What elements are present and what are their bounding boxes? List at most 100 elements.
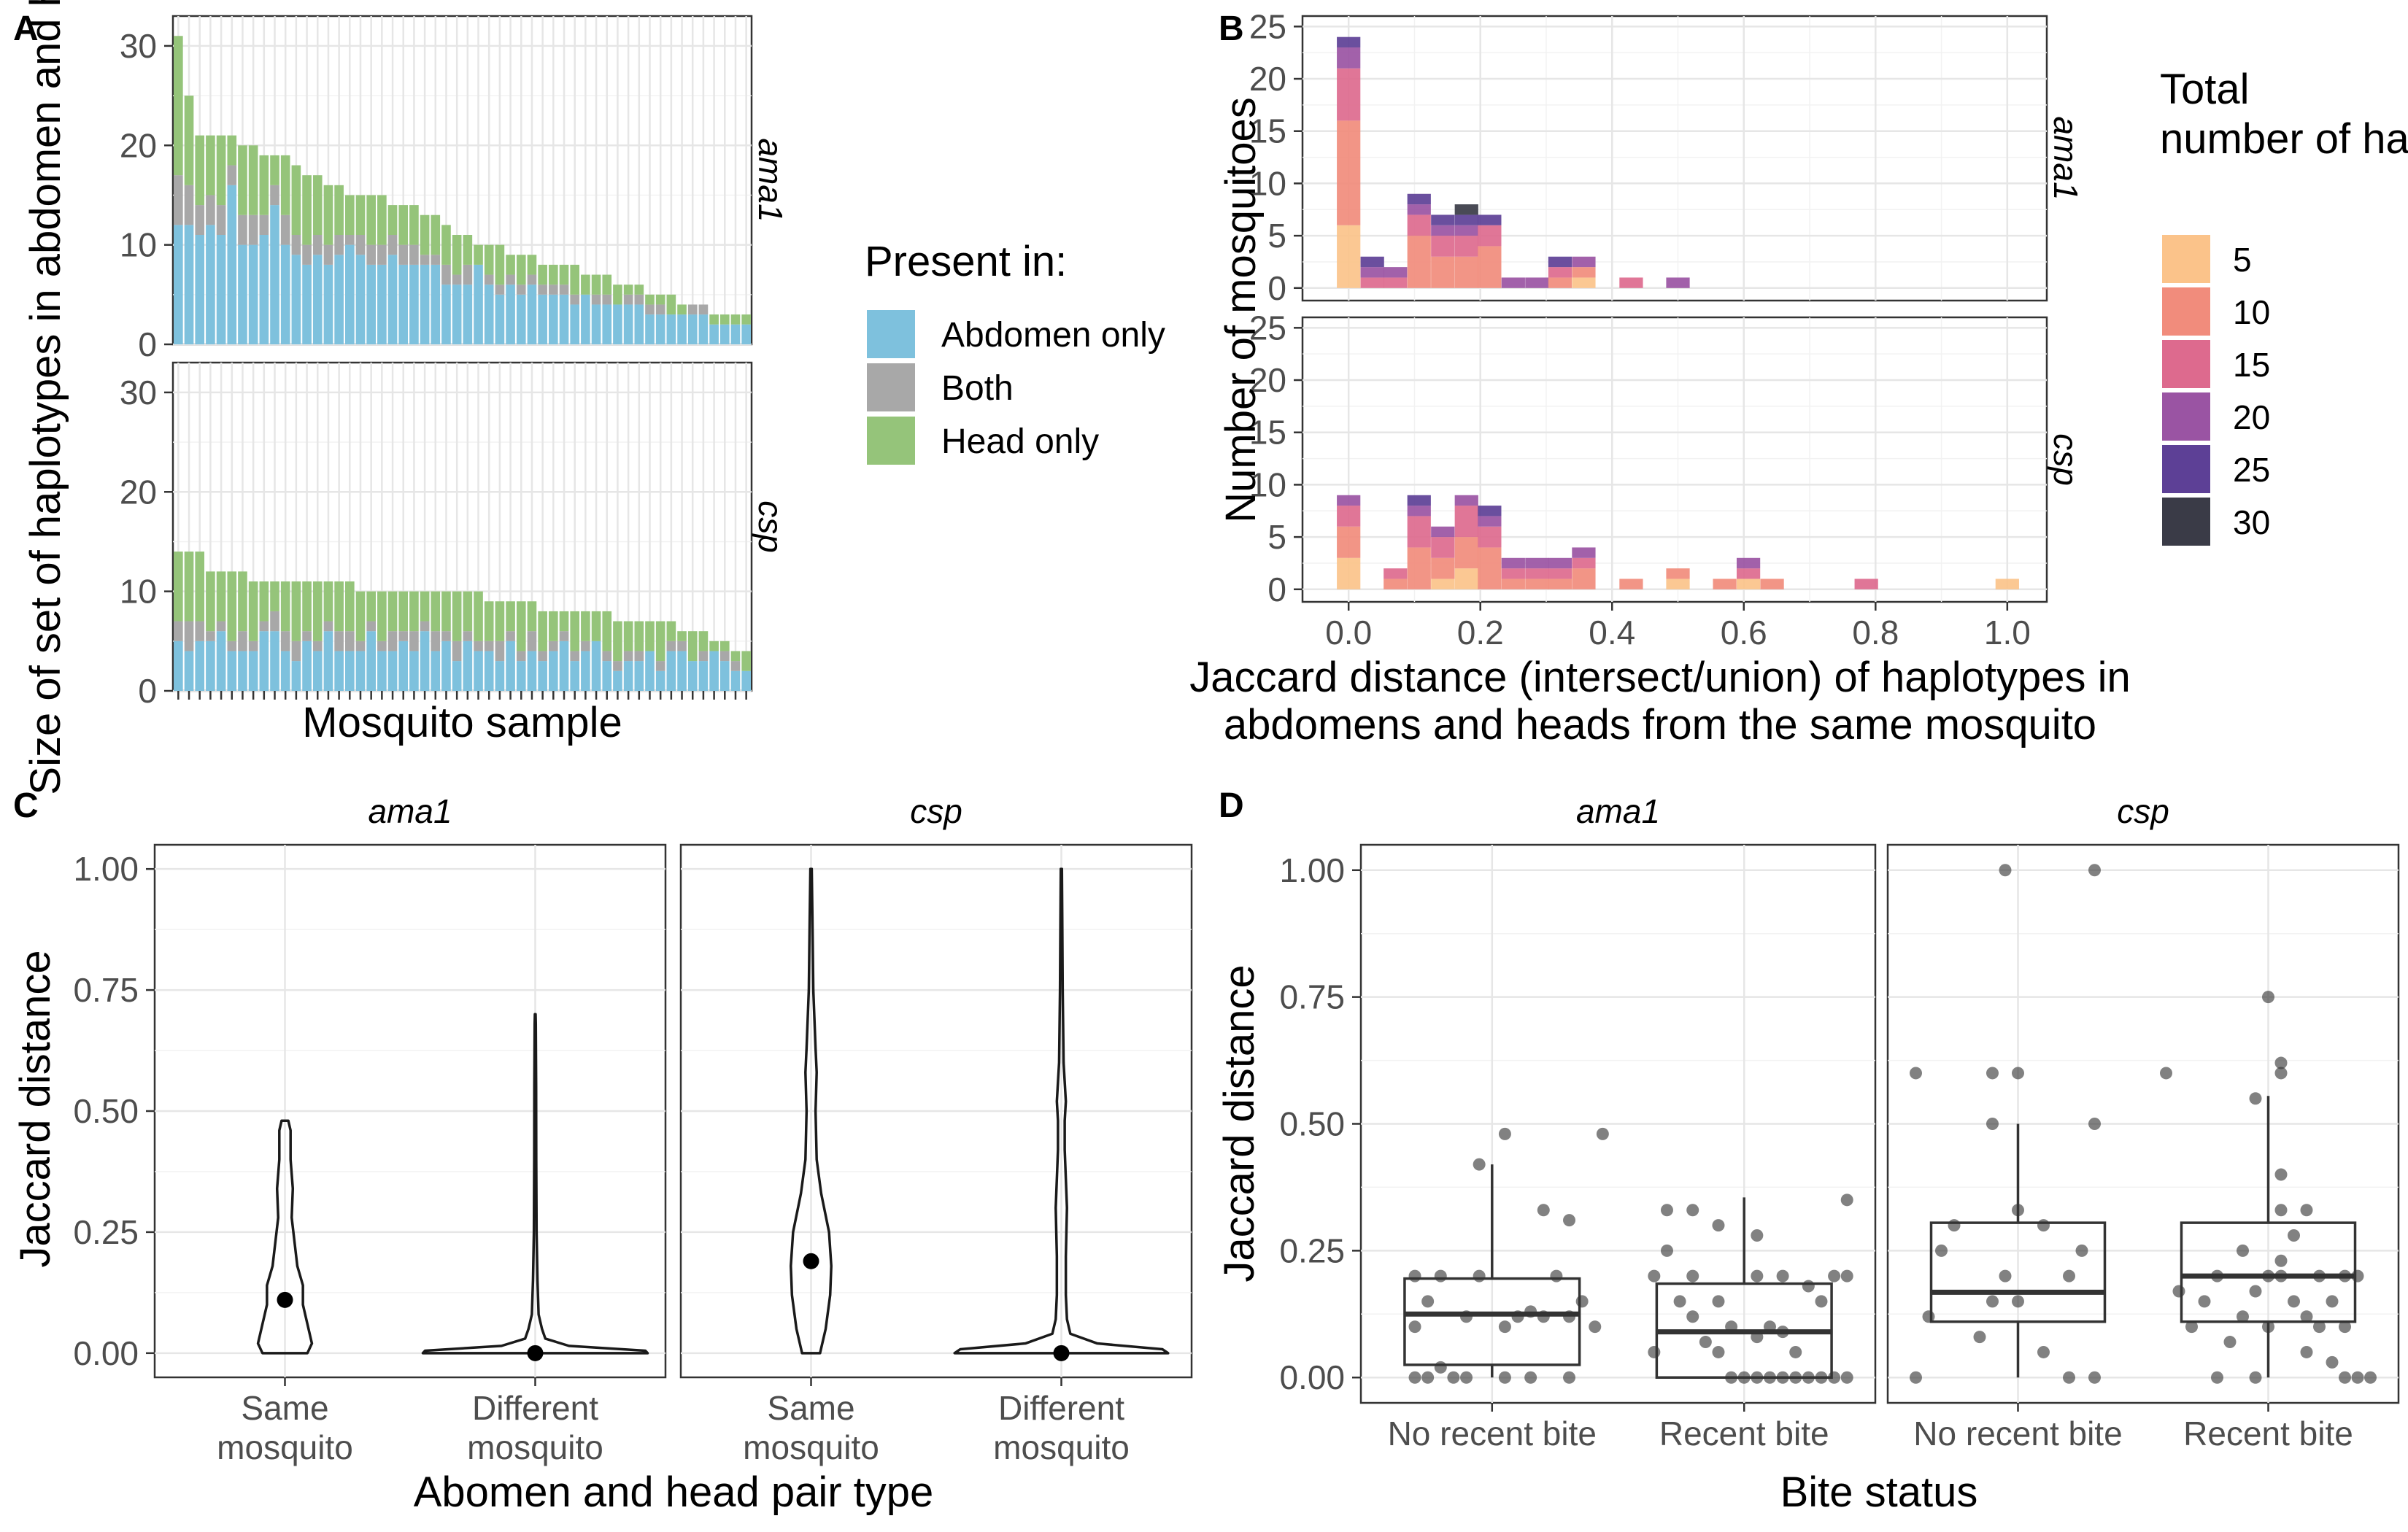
- panel-d-jitter-point: [1776, 1269, 1789, 1283]
- panel-a-bar-head-only: [377, 591, 387, 641]
- panel-b-histogram-cell: [1478, 516, 1502, 527]
- panel-d-jitter-point: [1840, 1269, 1853, 1283]
- panel-a-bar-head-only: [216, 135, 226, 206]
- panel-d-strip-label: csp: [2117, 792, 2169, 830]
- panel-c-violin: [421, 1013, 649, 1355]
- panel-b-histogram-cell: [1384, 267, 1408, 278]
- panel-a-bar-head-only: [570, 264, 580, 295]
- panel-a-bar-both: [248, 641, 258, 651]
- panel-b-legend-label: 10: [2233, 293, 2270, 331]
- panel-a-bar-both: [216, 205, 226, 235]
- panel-a-bar-abdomen-only: [184, 225, 194, 344]
- panel-a-bar-abdomen-only: [538, 294, 547, 344]
- panel-a-bar-both: [227, 641, 237, 651]
- panel-d-jitter-point: [1789, 1345, 1802, 1358]
- panel-a-bar-abdomen-only: [623, 304, 633, 344]
- panel-a-bar-abdomen-only: [377, 264, 387, 344]
- panel-d-jitter-point: [1511, 1310, 1524, 1323]
- panel-d-jitter-point: [1473, 1158, 1486, 1171]
- panel-a-legend-title: Present in:: [865, 238, 1067, 285]
- panel-a-y-tick-label: 10: [120, 226, 157, 264]
- panel-a-bar-both: [666, 641, 676, 651]
- panel-a-bar-abdomen-only: [634, 304, 644, 344]
- panel-b-histogram-cell: [1478, 225, 1502, 247]
- panel-c-violin: [953, 867, 1170, 1355]
- panel-d-jitter-point: [1498, 1320, 1511, 1334]
- panel-a-bar-head-only: [334, 185, 344, 235]
- panel-a-bar-abdomen-only: [334, 255, 344, 344]
- panel-a-y-tick-label: 10: [120, 573, 157, 611]
- panel-a-bar-both: [184, 185, 194, 225]
- panel-a-bar-both: [441, 631, 451, 641]
- panel-a-y-tick-label: 30: [120, 27, 157, 65]
- panel-b-legend-title-line: number of haplotypes: [2160, 115, 2408, 163]
- panel-a-bar-abdomen-only: [581, 294, 590, 344]
- panel-d-jitter-point: [1840, 1371, 1853, 1384]
- panel-a-bar-abdomen-only: [581, 651, 590, 691]
- panel-b-histogram-cell: [1548, 557, 1572, 569]
- panel-a-bar-head-only: [634, 621, 644, 651]
- panel-a-legend-swatch: [867, 417, 915, 465]
- panel-b-histogram-cell: [1548, 568, 1572, 579]
- panel-a-bar-head-only: [634, 285, 644, 295]
- panel-d-jitter-point: [2063, 1371, 2075, 1384]
- panel-a-bar-head-only: [366, 591, 376, 622]
- panel-b-histogram-cell: [1666, 568, 1690, 579]
- panel-a-bar-abdomen-only: [602, 304, 612, 344]
- panel-a-bar-abdomen-only: [719, 661, 730, 691]
- panel-a-bar-both: [174, 175, 183, 225]
- panel-b-x-tick-label: 0.8: [1852, 614, 1899, 651]
- panel-b-legend-label: 5: [2233, 241, 2252, 279]
- panel-b-histogram-cell: [1384, 277, 1408, 288]
- panel-a-bar-abdomen-only: [730, 670, 741, 691]
- panel-a-bar-head-only: [398, 205, 409, 245]
- panel-a-bar-head-only: [559, 611, 569, 632]
- panel-a-bar-abdomen-only: [730, 324, 741, 344]
- panel-b-strip-label: csp: [2047, 433, 2085, 486]
- panel-a-bar-abdomen-only: [216, 235, 226, 344]
- panel-a-bar-both: [334, 631, 344, 651]
- panel-a-bar-head-only: [344, 195, 355, 235]
- panel-b-histogram-cell: [1666, 277, 1690, 288]
- panel-b-x-tick-label: 0.2: [1457, 614, 1504, 651]
- panel-a-bar-both: [538, 651, 547, 662]
- panel-a-bar-abdomen-only: [216, 631, 226, 691]
- panel-d-jitter-point: [1408, 1371, 1421, 1384]
- panel-b-histogram-cell: [1736, 579, 1761, 589]
- panel-b-histogram-cell: [1572, 557, 1596, 569]
- panel-a-bar-head-only: [431, 591, 441, 632]
- panel-d-x-tick-label: No recent bite: [1388, 1415, 1597, 1452]
- panel-d-jitter-point: [1563, 1214, 1576, 1227]
- panel-c-x-tick-label: Different: [472, 1389, 598, 1427]
- panel-a-bar-abdomen-only: [302, 641, 312, 691]
- panel-b-histogram-cell: [1501, 277, 1525, 288]
- panel-a-bar-abdomen-only: [280, 651, 290, 691]
- panel-a-bar-abdomen-only: [387, 255, 398, 344]
- panel-d-jitter-point: [2262, 991, 2274, 1004]
- panel-a-bar-abdomen-only: [355, 651, 366, 691]
- panel-a-bar-head-only: [355, 591, 366, 641]
- panel-a-bar-head-only: [323, 581, 333, 622]
- panel-d-jitter-point: [1498, 1371, 1511, 1384]
- panel-d-jitter-point: [1763, 1371, 1776, 1384]
- panel-a-bar-head-only: [719, 314, 730, 325]
- panel-a-bar-abdomen-only: [270, 205, 279, 344]
- panel-b-histogram-cell: [1454, 506, 1478, 538]
- panel-a-bar-both: [366, 621, 376, 632]
- panel-b-histogram-cell: [1360, 256, 1384, 268]
- panel-d-jitter-point: [1524, 1305, 1537, 1318]
- panel-a-bar-head-only: [312, 175, 323, 235]
- panel-a-bar-head-only: [677, 631, 687, 641]
- panel-b-x-axis-title-line2: abdomens and heads from the same mosquit…: [1224, 701, 2096, 748]
- panel-a-bar-head-only: [516, 601, 526, 651]
- panel-a-strip-label: csp: [752, 500, 790, 553]
- panel-b-y-tick-label: 10: [1249, 164, 1286, 202]
- panel-a-bar-both: [495, 285, 505, 295]
- panel-a-bar-abdomen-only: [431, 651, 441, 691]
- panel-a-bar-head-only: [280, 155, 290, 215]
- panel-d-jitter-point: [1686, 1269, 1699, 1283]
- panel-a-bar-both: [291, 235, 301, 255]
- panel-a-bar-both: [474, 641, 483, 651]
- panel-d-jitter-point: [2300, 1345, 2313, 1358]
- panel-a-bar-head-only: [206, 135, 215, 196]
